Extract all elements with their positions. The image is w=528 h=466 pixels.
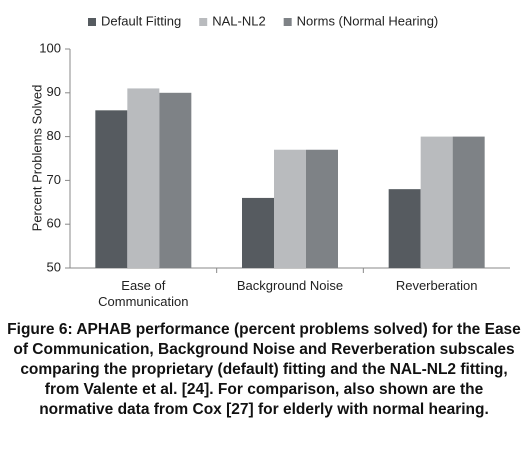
- legend-label: Default Fitting: [101, 13, 181, 28]
- y-tick-label: 100: [39, 40, 61, 55]
- bar: [274, 149, 306, 268]
- y-axis-title: Percent Problems Solved: [29, 85, 44, 232]
- bar: [306, 149, 338, 268]
- legend-label: NAL-NL2: [212, 13, 265, 28]
- chart: Percent Problems Solved 50 60 70 80 90 100 Def…: [29, 13, 510, 274]
- legend-swatch: [283, 18, 292, 26]
- y-tick-label: 70: [47, 172, 61, 187]
- figure-caption: Figure 6: APHAB performance (percent pro…: [7, 321, 521, 418]
- bar: [420, 136, 453, 268]
- bar: [159, 92, 192, 268]
- bar: [452, 136, 485, 268]
- y-tick-label: 60: [47, 216, 61, 231]
- bar: [242, 197, 274, 268]
- x-tick-label: Ease of Communication: [98, 278, 189, 309]
- legend-label: Norms (Normal Hearing): [297, 13, 439, 28]
- legend-swatch: [199, 18, 208, 26]
- bar: [95, 110, 128, 268]
- y-tick-label: 90: [47, 84, 61, 99]
- x-tick-label: Background Noise: [236, 278, 344, 293]
- y-tick-label: 50: [47, 259, 61, 274]
- x-tick-label: Reverberation: [395, 278, 478, 293]
- bar: [388, 189, 421, 268]
- legend-swatch: [88, 18, 96, 26]
- bar: [127, 88, 160, 268]
- y-tick-label: 80: [47, 128, 61, 143]
